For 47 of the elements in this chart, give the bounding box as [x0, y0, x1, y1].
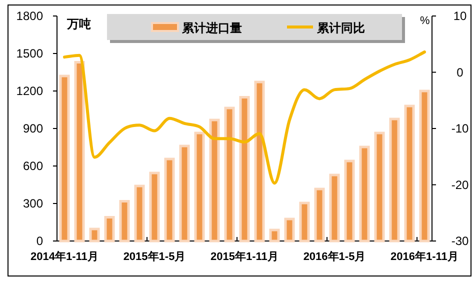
line-series: [63, 50, 426, 185]
y-tick-label: 900: [22, 122, 44, 136]
bar: [404, 104, 415, 242]
bar: [179, 144, 190, 242]
y-tick-label: 1800: [16, 9, 44, 23]
bar: [119, 200, 130, 242]
x-tick-label: 2015年1-11月: [210, 250, 278, 263]
bar: [89, 228, 100, 242]
bar: [224, 106, 235, 242]
bar: [389, 118, 400, 242]
bar: [104, 216, 115, 242]
y2-tick-label: -30: [451, 234, 469, 248]
bar: [164, 158, 175, 242]
bar: [254, 80, 265, 242]
y2-tick-label: 0: [456, 65, 464, 80]
legend-label: 累计同比: [316, 21, 365, 35]
bar: [374, 132, 385, 242]
bar: [59, 74, 70, 242]
bar: [314, 188, 325, 242]
x-tick-label: 2016年1-11月: [390, 250, 458, 263]
y-tick-label: 0: [36, 234, 44, 248]
bar: [284, 218, 295, 242]
bar: [209, 118, 220, 242]
y2-tick-label: -10: [451, 122, 469, 136]
bar: [329, 174, 340, 242]
x-tick-label: 2016年1-5月: [303, 250, 366, 263]
bar: [419, 90, 430, 242]
bar: [74, 61, 85, 242]
bar: [344, 160, 355, 242]
y-tick-label: 600: [22, 159, 44, 173]
bar: [194, 132, 205, 242]
y2-tick-label: -20: [451, 178, 469, 192]
bar: [359, 146, 370, 242]
legend-label: 累计进口量: [181, 21, 242, 35]
y2-axis-title: %: [420, 15, 430, 27]
bar: [134, 184, 145, 242]
y-tick-label: 300: [22, 196, 44, 210]
x-tick-label: 2014年1-11月: [30, 250, 98, 263]
y-axis-title: 万吨: [66, 17, 91, 31]
y-tick-label: 1500: [16, 46, 44, 60]
bar: [239, 96, 250, 242]
bar: [149, 172, 160, 242]
bar: [269, 228, 280, 242]
bar: [299, 202, 310, 242]
y-tick-label: 1200: [16, 84, 44, 98]
x-tick-label: 2015年1-5月: [123, 250, 186, 263]
y2-tick-label: 10: [453, 9, 467, 23]
